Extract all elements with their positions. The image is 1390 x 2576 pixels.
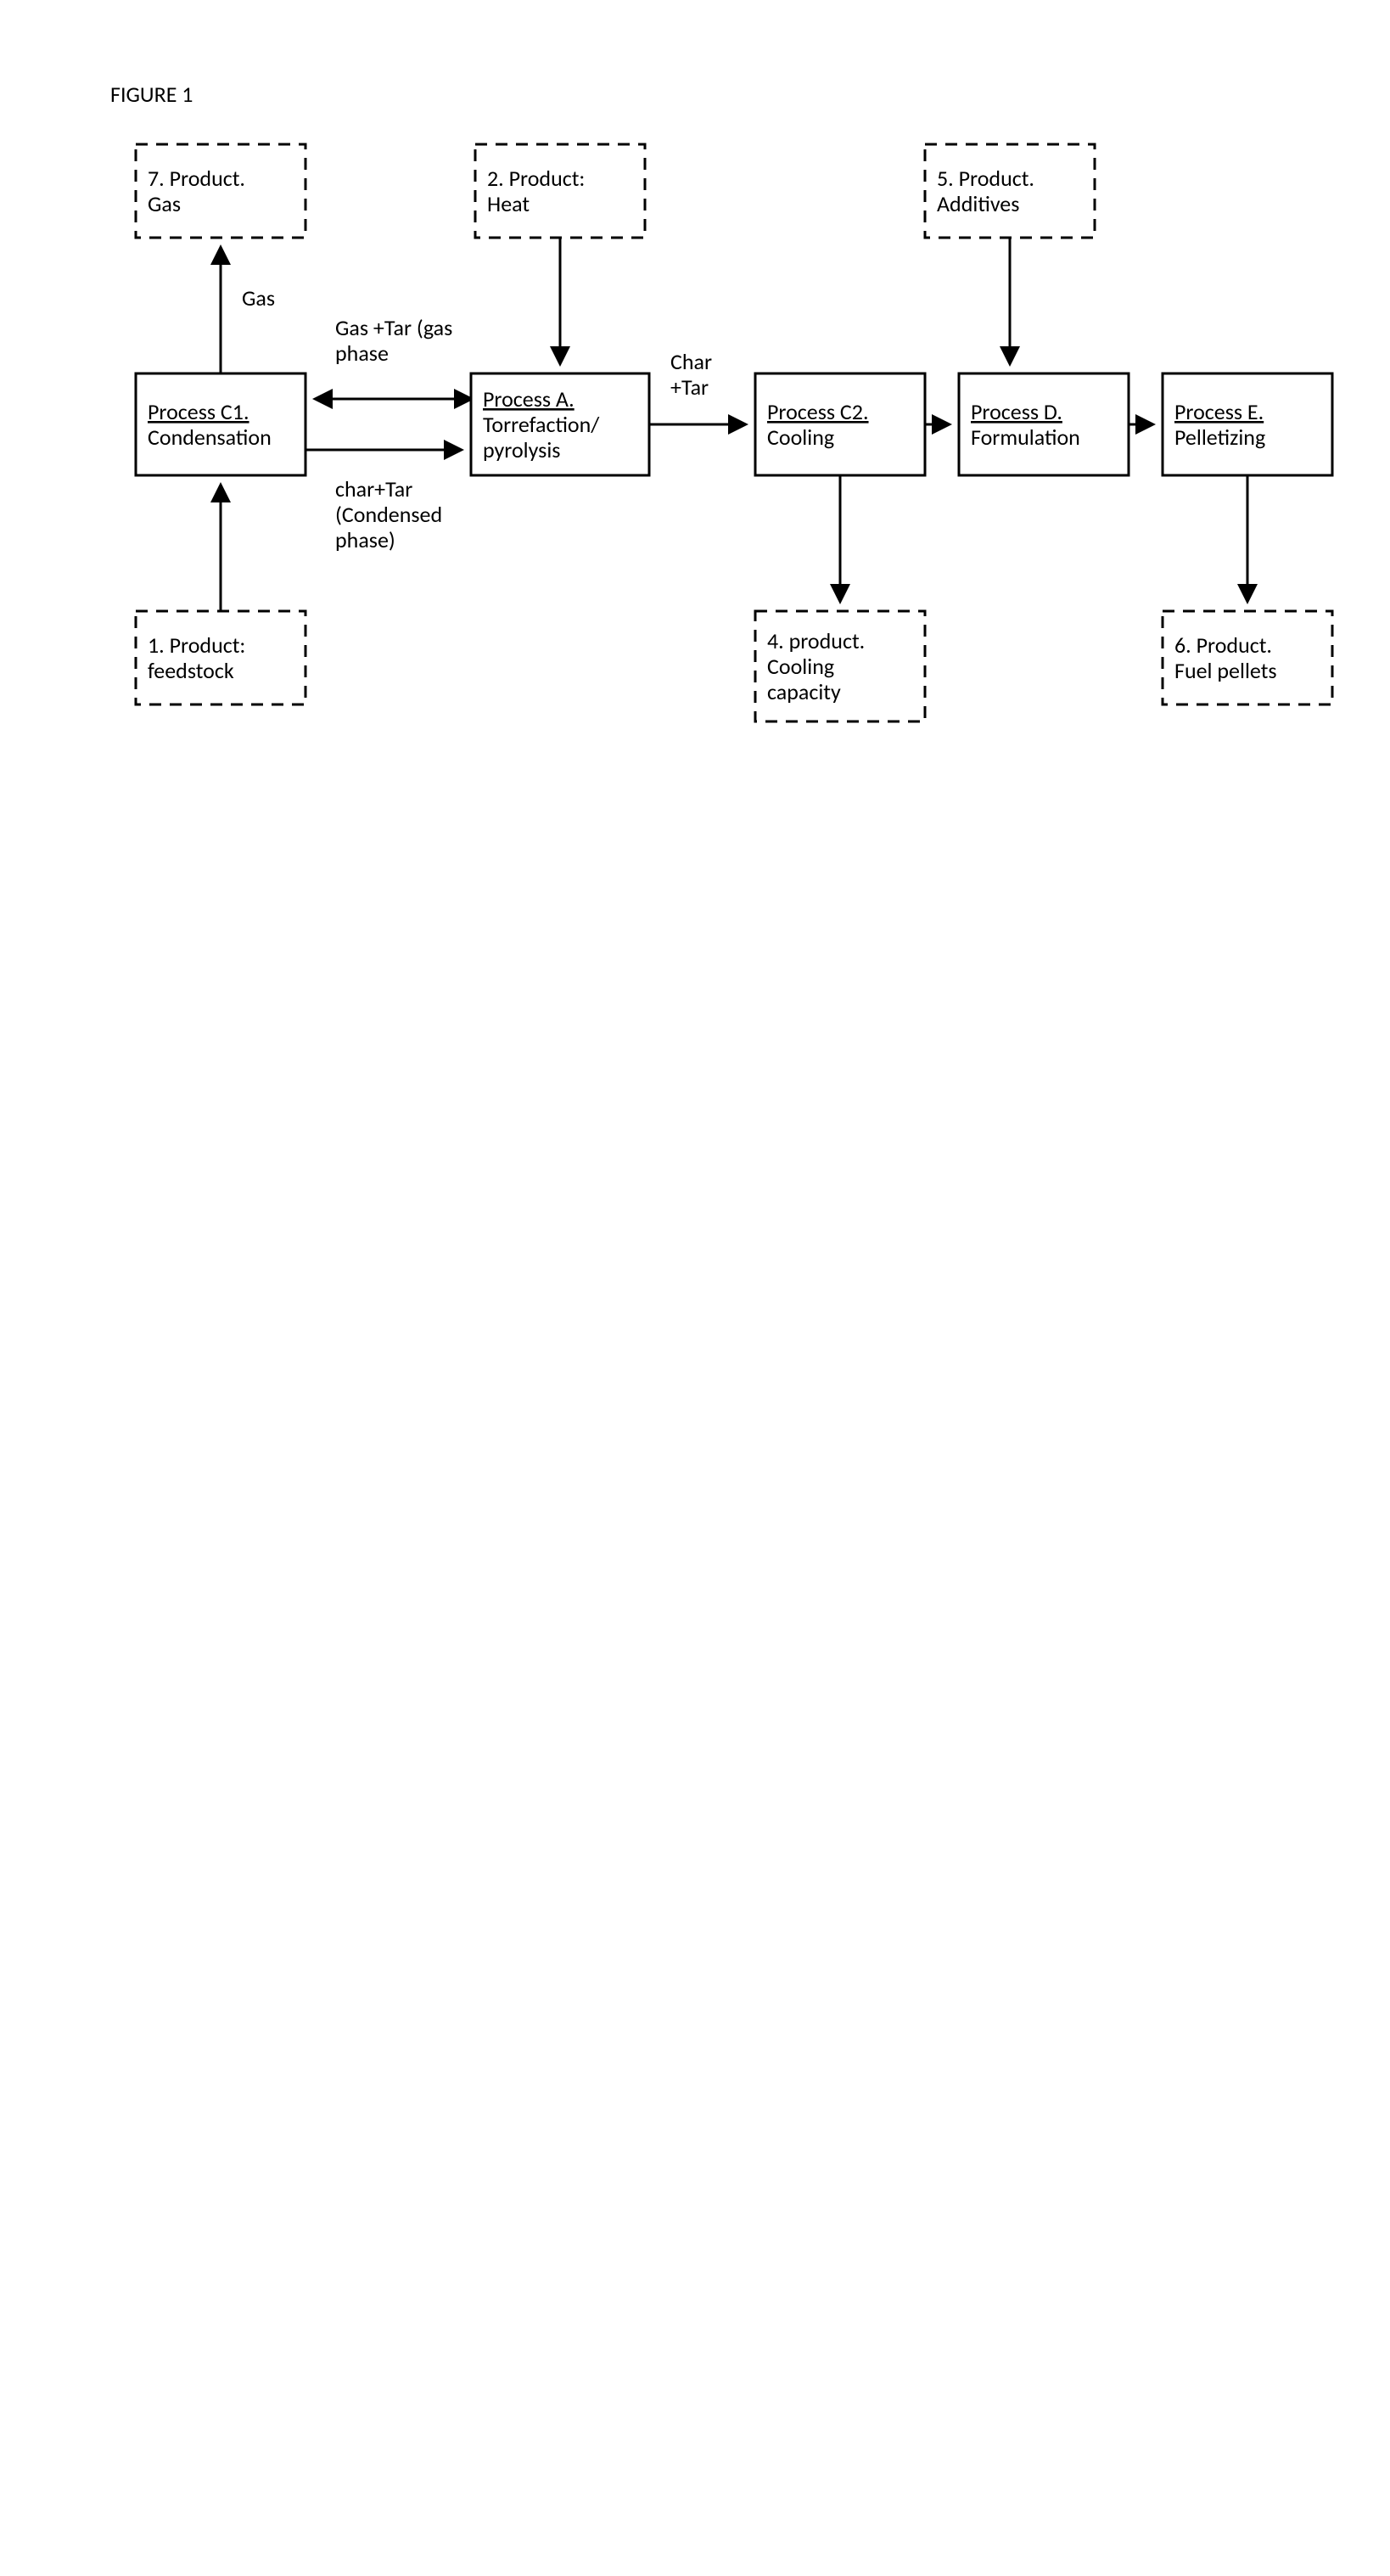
- node-d-line2: Formulation: [971, 424, 1080, 451]
- node-c2-line1: Process C2.: [767, 398, 869, 425]
- node-e: Process E.Pelletizing: [1163, 373, 1332, 475]
- node-n1: 1. Product:feedstock: [136, 611, 305, 704]
- node-n6-line2: Fuel pellets: [1174, 657, 1277, 684]
- edge-label-chartar-c3: phase): [335, 526, 395, 553]
- figure-caption: FIGURE 1: [110, 81, 193, 108]
- node-c1: Process C1.Condensation: [136, 373, 305, 475]
- edge-label-gastar1: Gas +Tar (gas: [335, 314, 452, 341]
- node-n7-line1: 7. Product.: [148, 165, 245, 192]
- node-n7: 7. Product.Gas: [136, 144, 305, 238]
- node-c2-line2: Cooling: [767, 424, 834, 451]
- node-a: Process A.Torrefaction/pyrolysis: [471, 373, 649, 475]
- node-n2-line1: 2. Product:: [487, 165, 585, 192]
- node-n2: 2. Product:Heat: [475, 144, 645, 238]
- node-a-line1: Process A.: [483, 385, 574, 412]
- node-n7-line2: Gas: [148, 190, 181, 217]
- node-n5-line2: Additives: [937, 190, 1019, 217]
- node-n2-line2: Heat: [487, 190, 530, 217]
- node-d: Process D.Formulation: [959, 373, 1129, 475]
- edge-label-charplus1: Char: [670, 348, 712, 375]
- node-n4: 4. product.Coolingcapacity: [755, 611, 925, 721]
- edge-label-chartar-c1: char+Tar: [335, 475, 412, 502]
- edge-label-charplus2: +Tar: [670, 373, 709, 401]
- node-n4-line3: capacity: [767, 678, 841, 705]
- node-n6: 6. Product.Fuel pellets: [1163, 611, 1332, 704]
- figure-flowchart: FIGURE 1 Gas Gas +Tar (gas phase char+Ta…: [0, 34, 1390, 798]
- edge-label-gas: Gas: [242, 284, 275, 311]
- node-c1-line2: Condensation: [148, 424, 272, 451]
- node-e-line2: Pelletizing: [1174, 424, 1265, 451]
- node-n6-line1: 6. Product.: [1174, 631, 1272, 659]
- node-d-line1: Process D.: [971, 398, 1062, 425]
- node-n4-line2: Cooling: [767, 653, 834, 680]
- node-a-line2: Torrefaction/: [483, 411, 600, 438]
- node-n1-line1: 1. Product:: [148, 631, 245, 659]
- node-n5: 5. Product.Additives: [925, 144, 1095, 238]
- edge-label-gastar2: phase: [335, 340, 389, 367]
- node-a-line3: pyrolysis: [483, 436, 560, 463]
- node-n4-line1: 4. product.: [767, 627, 865, 654]
- edge-label-chartar-c2: (Condensed: [335, 501, 442, 528]
- node-e-line1: Process E.: [1174, 398, 1264, 425]
- node-n1-line2: feedstock: [148, 657, 234, 684]
- node-c1-line1: Process C1.: [148, 398, 249, 425]
- node-n5-line1: 5. Product.: [937, 165, 1034, 192]
- node-c2: Process C2.Cooling: [755, 373, 925, 475]
